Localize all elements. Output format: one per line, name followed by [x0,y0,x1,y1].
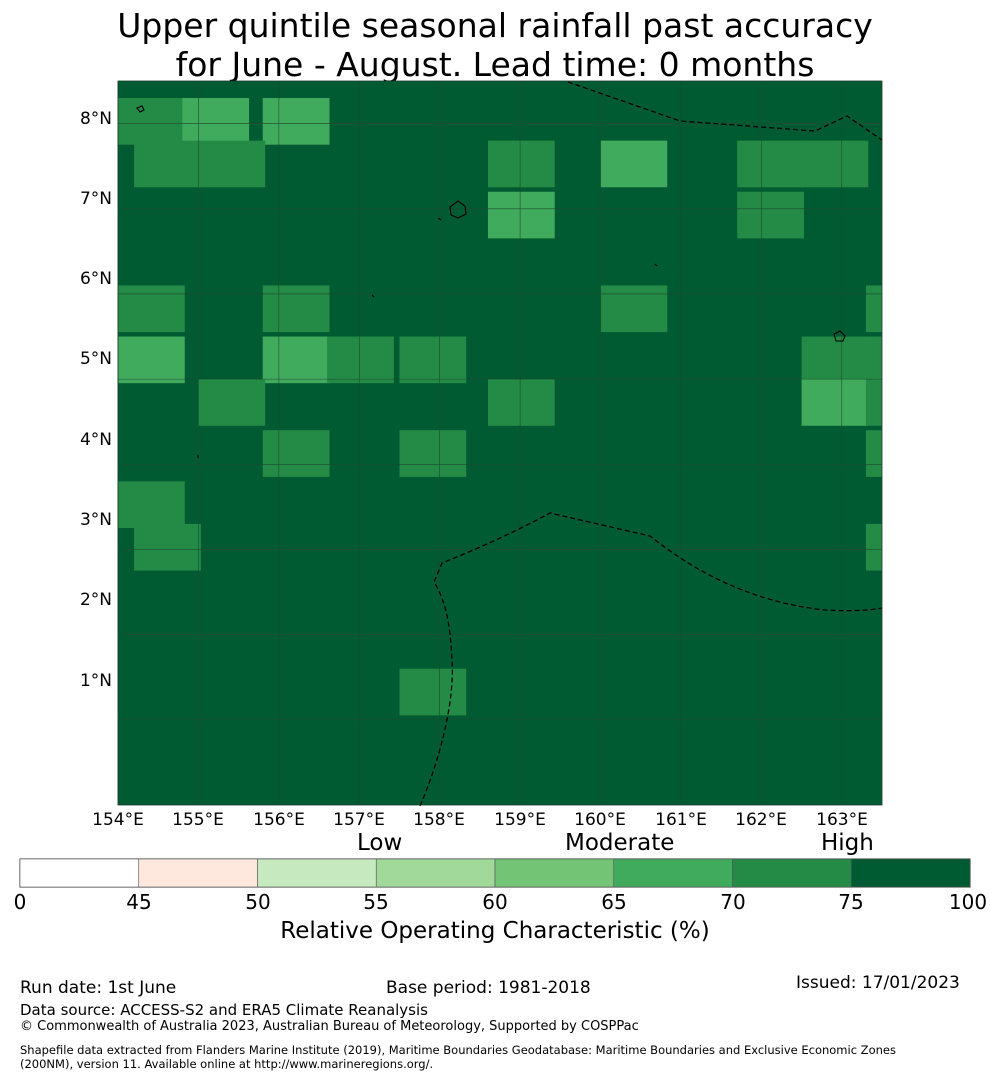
island-kosrae [833,330,846,342]
lon-tick: 161°E [655,810,707,830]
lat-tick: 7°N [79,189,112,209]
accuracy-cell [865,523,882,571]
colorbar-swatches [19,858,971,888]
lat-tick: 6°N [79,269,112,289]
base-period: Base period: 1981-2018 [386,978,591,998]
accuracy-grid-cells [118,81,882,805]
map-frame [117,80,883,806]
accuracy-cell [327,336,394,384]
colorbar-tick: 65 [601,890,627,914]
accuracy-cell [134,140,201,188]
colorbar-swatch [138,858,258,888]
accuracy-cell [399,668,467,716]
accuracy-cell [118,285,185,333]
accuracy-cell [865,430,882,477]
run-date: Run date: 1st June [20,978,177,998]
colorbar-tier-moderate: Moderate [565,830,675,856]
accuracy-cell [865,285,882,333]
lat-tick: 8°N [79,109,112,129]
copyright: © Commonwealth of Australia 2023, Austra… [20,1019,639,1034]
accuracy-cell [801,336,869,384]
colorbar-tick: 0 [13,890,27,914]
accuracy-cell [865,379,882,426]
accuracy-cell [262,285,330,333]
colorbar-swatch [850,858,971,888]
accuracy-cell [737,140,804,188]
accuracy-cell [118,336,185,384]
accuracy-cell [134,523,201,571]
accuracy-cell [182,98,250,145]
lon-tick: 154°E [92,810,144,830]
lon-tick: 159°E [494,810,546,830]
island-small-nw [136,105,145,113]
eez-boundary-south [419,512,883,807]
lat-tick: 2°N [79,590,112,610]
colorbar-swatch [19,858,140,888]
lat-tick: 4°N [79,430,112,450]
accuracy-cell [262,336,330,384]
accuracy-cell [737,191,804,239]
colorbar-swatch [732,858,852,888]
lat-tick: 3°N [79,510,112,530]
colorbar-swatch [257,858,377,888]
colorbar-tick: 75 [838,890,864,914]
lon-tick: 163°E [816,810,868,830]
lat-tick: 5°N [79,349,112,369]
accuracy-cell [262,430,330,477]
lon-tick: 157°E [333,810,385,830]
colorbar-title: Relative Operating Characteristic (%) [280,918,710,944]
colorbar-swatch [613,858,733,888]
accuracy-cell [600,140,668,188]
colorbar-swatch [494,858,615,888]
colorbar-tick: 60 [482,890,508,914]
shapefile-credit-line1: Shapefile data extracted from Flanders M… [20,1043,896,1057]
island-outlines [136,105,846,458]
colorbar-tier-high: High [821,830,874,856]
lon-tick: 160°E [574,810,626,830]
data-source: Data source: ACCESS-S2 and ERA5 Climate … [20,1001,428,1019]
accuracy-cell [118,98,185,145]
accuracy-cell [198,379,266,426]
accuracy-cell [399,336,467,384]
accuracy-cell [487,191,555,239]
map-title-line2: for June - August. Lead time: 0 months [175,45,815,84]
issued-date: Issued: 17/01/2023 [796,973,960,993]
accuracy-cell [865,336,882,384]
accuracy-cell [600,285,668,333]
island-pohnpei [449,200,467,219]
accuracy-cell [487,140,555,188]
island-small-2 [654,263,658,267]
accuracy-cell [399,430,467,477]
lon-tick: 155°E [172,810,224,830]
lon-tick: 158°E [413,810,465,830]
map-title-line1: Upper quintile seasonal rainfall past ac… [117,6,873,45]
accuracy-cell [487,379,555,426]
eez-boundary-lines [419,81,883,807]
colorbar-tick: 45 [126,890,152,914]
island-small-3 [371,294,375,298]
lat-tick: 1°N [79,671,112,691]
map-background-high [118,81,882,805]
accuracy-cell [262,98,330,145]
lon-tick: 162°E [735,810,787,830]
eez-boundary-north [567,81,883,141]
accuracy-cell [801,140,869,188]
lon-tick: 156°E [253,810,305,830]
accuracy-cell [118,481,185,528]
island-small-1 [437,217,442,221]
colorbar-tick: 55 [363,890,389,914]
accuracy-cell [801,379,869,426]
colorbar-swatch [375,858,496,888]
colorbar-tick: 100 [948,890,988,914]
colorbar-tick: 70 [720,890,746,914]
colorbar-tier-low: Low [357,830,403,856]
accuracy-cell [198,140,266,188]
shapefile-credit-line2: (200NM), version 11. Available online at… [20,1057,434,1071]
colorbar-tick: 50 [245,890,271,914]
graticule-lines [117,81,882,805]
